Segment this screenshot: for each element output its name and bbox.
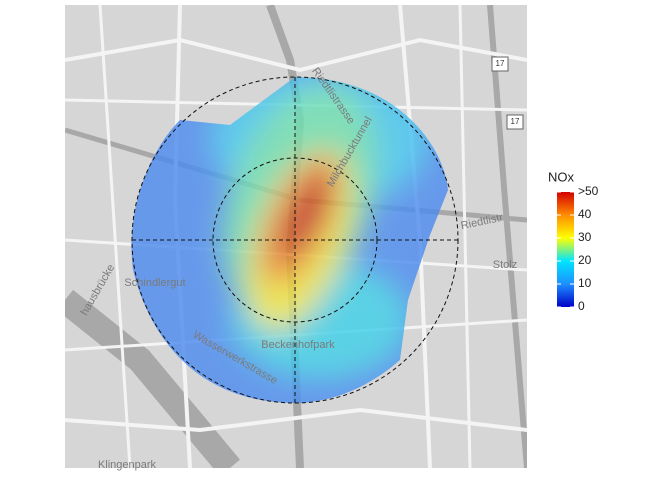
legend: NOx 0 10 20 30 40 >50 [548,169,599,313]
legend-tick-label: 30 [578,230,592,244]
route-shield [506,114,524,130]
colorbar [557,192,574,307]
map-label: Klingenpark [98,459,157,471]
route-number: 17 [511,117,520,126]
map-label: Beckenhofpark [261,339,335,351]
route-number: 17 [496,59,505,68]
route-shield [491,56,509,72]
map-label: Schindlergut [124,277,185,289]
polar-grid [131,76,459,404]
map-label: Stolz [493,259,517,271]
legend-tick-label: 20 [578,253,592,267]
legend-tick-label: 0 [578,299,585,313]
legend-title: NOx [548,169,575,184]
legend-tick-label: 40 [578,207,592,221]
legend-tick-label: 10 [578,276,592,290]
legend-tick-label: >50 [578,184,599,198]
